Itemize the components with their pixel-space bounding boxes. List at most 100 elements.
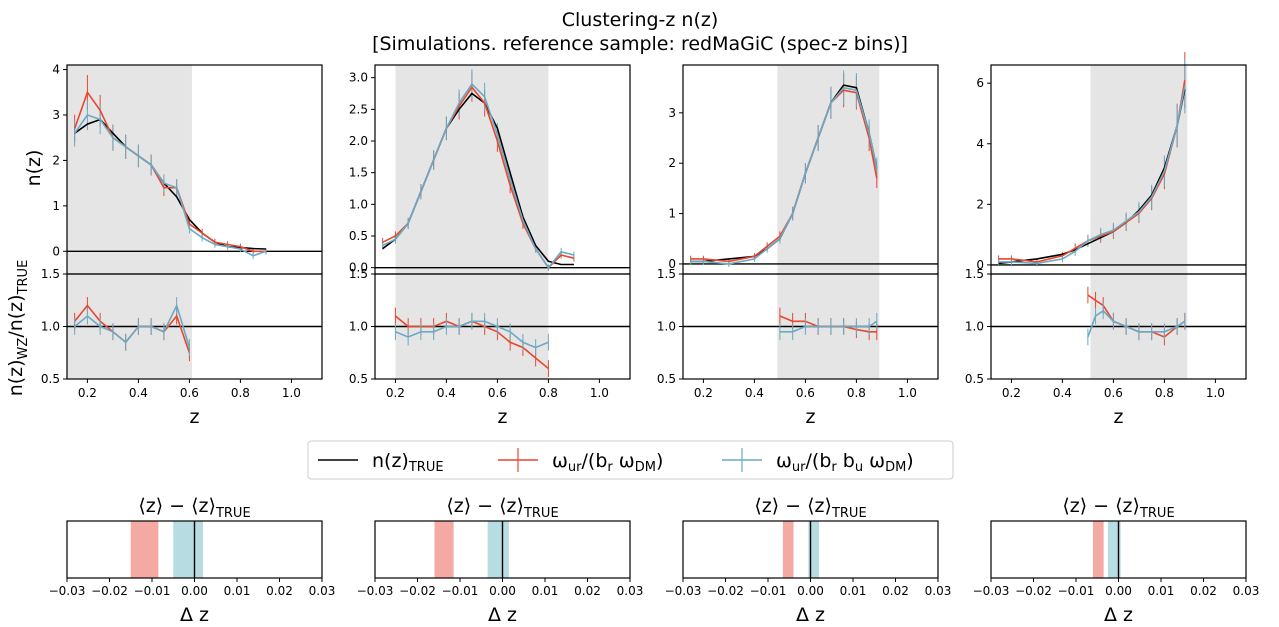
dz-panel-2: ⟨z⟩ − ⟨z⟩TRUE −0.03 −0.02 −0.01 0.00 0.01 0.02… [357, 495, 644, 626]
dz-wrb-band [808, 521, 819, 578]
x-tick-label: 0.2 [78, 386, 97, 400]
dz-x-tick-label: −0.01 [442, 584, 479, 598]
y-tick-label-top: 3 [668, 106, 676, 120]
y-tick-label-top: 2.0 [349, 134, 368, 148]
dz-x-tick-label: −0.03 [49, 584, 86, 598]
y-tick-label-ratio: 1.5 [657, 267, 676, 281]
y-tick-label-top: 1 [668, 207, 676, 221]
panels-group: 0 1 2 3 4 0.5 1.0 1.5 0.2 0.4 0.6 0.8 1.0 z ⟨z⟩ − ⟨z⟩T… [41, 52, 1259, 626]
y-tick-label-top: 0.5 [349, 229, 368, 243]
dz-x-axis-label: Δ z [796, 604, 825, 626]
x-axis-label: z [806, 406, 816, 428]
dz-x-axis-label: Δ z [1104, 604, 1133, 626]
dz-x-tick-label: 0.02 [266, 584, 293, 598]
dz-x-tick-label: −0.02 [399, 584, 436, 598]
dz-x-tick-label: 0.01 [224, 584, 251, 598]
y-tick-label-top: 6 [976, 76, 984, 90]
x-tick-label: 0.8 [539, 386, 558, 400]
legend-wr-label: ωur/(br ωDM) [552, 450, 663, 475]
y-tick-label-ratio: 1.0 [349, 320, 368, 334]
y-tick-label-ratio: 0.5 [657, 372, 676, 386]
dz-x-tick-label: 0.02 [882, 584, 909, 598]
x-tick-label: 0.4 [1053, 386, 1072, 400]
x-axis-label: z [1114, 406, 1124, 428]
dz-x-tick-label: −0.03 [357, 584, 394, 598]
wr-nz-line [998, 79, 1186, 263]
dz-wrb-band [173, 521, 203, 578]
dz-x-tick-label: −0.01 [134, 584, 171, 598]
ratio_wrb-line [779, 320, 878, 333]
x-tick-label: 0.8 [1155, 386, 1174, 400]
x-tick-label: 0.4 [437, 386, 456, 400]
dz-x-tick-label: 0.01 [532, 584, 559, 598]
dz-wr-band [1093, 521, 1104, 578]
wrb-nz-line [74, 114, 267, 257]
y-tick-label-ratio: 0.5 [965, 372, 984, 386]
dz-x-tick-label: −0.01 [750, 584, 787, 598]
x-tick-label: 1.0 [282, 386, 301, 400]
y-tick-label-top: 4 [52, 63, 60, 77]
y-tick-label-top: 0 [52, 244, 60, 258]
dz-x-tick-label: −0.02 [707, 584, 744, 598]
ylabel-ratio: n(z)WZ/n(z)TRUE [5, 260, 31, 397]
x-tick-label: 0.4 [129, 386, 148, 400]
panel-2: 0.0 0.5 1.0 1.5 2.0 2.5 3.0 0.5 1.0 1.5 0.2 0.4 0.6 0… [349, 64, 631, 428]
dz-x-tick-label: −0.02 [1015, 584, 1052, 598]
x-tick-label: 1.0 [1206, 386, 1225, 400]
x-tick-label: 0.4 [745, 386, 764, 400]
dz-x-tick-label: 0.03 [925, 584, 952, 598]
x-tick-label: 0.8 [231, 386, 250, 400]
y-tick-label-ratio: 1.0 [965, 320, 984, 334]
figure-title-line1: Clustering-z n(z) [562, 9, 719, 31]
y-tick-label-top: 0 [668, 257, 676, 271]
x-tick-label: 0.6 [796, 386, 815, 400]
ratio_wrb-line [395, 320, 549, 349]
panel-1: 0 1 2 3 4 0.5 1.0 1.5 0.2 0.4 0.6 0.8 1.0 z [41, 63, 323, 428]
legend-true-label: n(z)TRUE [372, 450, 444, 475]
y-tick-label-top: 1.5 [349, 166, 368, 180]
x-tick-label: 0.6 [180, 386, 199, 400]
legend-box [307, 440, 954, 480]
dz-panel-1: ⟨z⟩ − ⟨z⟩TRUE −0.03 −0.02 −0.01 0.00 0.01 0.02… [49, 495, 336, 626]
dz-x-tick-label: 0.01 [840, 584, 867, 598]
y-tick-label-ratio: 1.5 [41, 267, 60, 281]
dz-title: ⟨z⟩ − ⟨z⟩TRUE [754, 495, 866, 521]
y-tick-label-ratio: 1.5 [965, 267, 984, 281]
dz-wr-band [434, 521, 454, 578]
dz-title: ⟨z⟩ − ⟨z⟩TRUE [446, 495, 558, 521]
dz-x-tick-label: 0.00 [1105, 584, 1132, 598]
ratio_wrb-line [74, 303, 191, 348]
dz-x-tick-label: 0.00 [797, 584, 824, 598]
y-tick-label-ratio: 1.0 [657, 320, 676, 334]
y-tick-label-ratio: 1.0 [41, 320, 60, 334]
x-axis-label: z [498, 406, 508, 428]
dz-x-tick-label: 0.02 [1190, 584, 1217, 598]
dz-x-tick-label: 0.03 [1233, 584, 1260, 598]
y-tick-label-top: 0.0 [349, 261, 368, 275]
shaded-range [67, 65, 192, 379]
dz-panel-4: ⟨z⟩ − ⟨z⟩TRUE −0.03 −0.02 −0.01 0.00 0.01 0.02… [973, 495, 1260, 626]
dz-x-tick-label: 0.03 [309, 584, 336, 598]
dz-x-tick-label: −0.03 [665, 584, 702, 598]
y-tick-label-top: 4 [976, 137, 984, 151]
y-tick-label-ratio: 0.5 [41, 372, 60, 386]
wr-nz-line [73, 90, 266, 253]
dz-x-tick-label: 0.00 [489, 584, 516, 598]
x-tick-label: 0.2 [694, 386, 713, 400]
x-tick-label: 0.6 [1104, 386, 1123, 400]
y-tick-label-top: 2 [668, 156, 676, 170]
y-tick-label-top: 2.5 [349, 102, 368, 116]
y-tick-label-top: 0 [976, 258, 984, 272]
dz-x-tick-label: −0.01 [1058, 584, 1095, 598]
dz-x-axis-label: Δ z [180, 604, 209, 626]
y-tick-label-top: 1.0 [349, 197, 368, 211]
y-tick-label-top: 1 [52, 199, 60, 213]
x-tick-label: 0.2 [1002, 386, 1021, 400]
wrb-nz-line [998, 86, 1186, 265]
dz-x-tick-label: 0.00 [181, 584, 208, 598]
x-tick-label: 0.6 [488, 386, 507, 400]
y-tick-label-top: 3.0 [349, 71, 368, 85]
dz-wr-band [130, 521, 159, 578]
y-tick-label-top: 2 [52, 153, 60, 167]
